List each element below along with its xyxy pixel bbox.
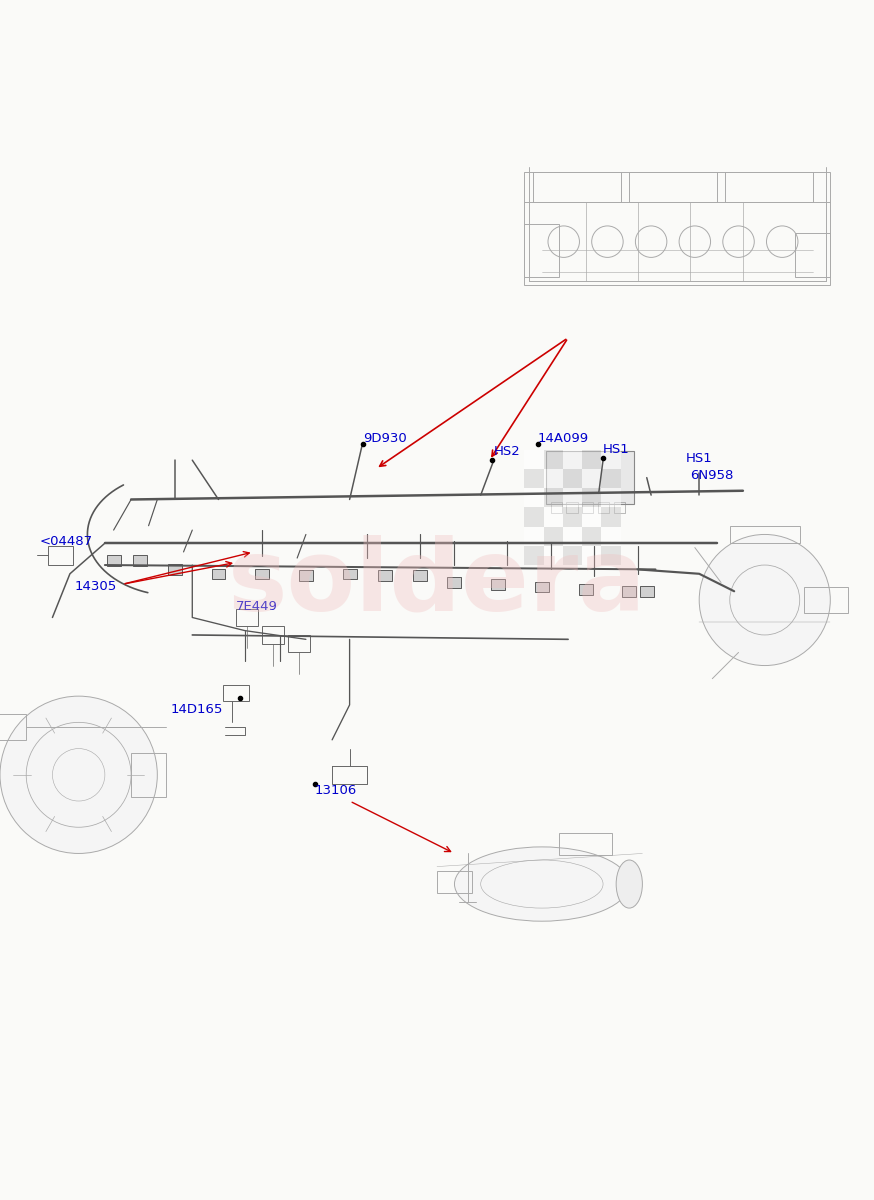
- Bar: [629, 172, 717, 203]
- Bar: [622, 586, 636, 596]
- Bar: [582, 488, 601, 508]
- Circle shape: [699, 534, 830, 666]
- Text: HS1: HS1: [686, 452, 713, 464]
- Bar: [437, 871, 472, 893]
- Bar: [544, 527, 563, 546]
- Bar: [546, 451, 634, 504]
- Text: 14D165: 14D165: [170, 703, 223, 715]
- Bar: [579, 584, 593, 595]
- Bar: [533, 172, 621, 203]
- Bar: [601, 508, 621, 527]
- Bar: [491, 580, 505, 589]
- Circle shape: [0, 696, 157, 853]
- Bar: [524, 546, 544, 565]
- Bar: [255, 569, 269, 580]
- Text: HS1: HS1: [603, 443, 630, 456]
- Bar: [563, 527, 582, 546]
- Bar: [559, 833, 612, 856]
- Bar: [524, 172, 830, 286]
- Bar: [524, 224, 559, 277]
- Text: 9D930: 9D930: [363, 432, 406, 445]
- Bar: [447, 577, 461, 588]
- Bar: [563, 469, 582, 488]
- Text: 14A099: 14A099: [538, 432, 588, 445]
- Bar: [288, 635, 310, 653]
- Text: 6N958: 6N958: [690, 469, 734, 482]
- Ellipse shape: [616, 860, 642, 908]
- Text: 14305: 14305: [74, 581, 116, 593]
- Bar: [544, 508, 563, 527]
- Bar: [601, 469, 621, 488]
- Bar: [0, 714, 26, 740]
- Bar: [524, 450, 544, 469]
- Bar: [212, 569, 225, 580]
- Bar: [614, 502, 625, 512]
- Bar: [48, 546, 73, 565]
- Bar: [107, 556, 121, 566]
- Bar: [566, 502, 578, 512]
- Bar: [131, 752, 166, 797]
- Bar: [524, 508, 544, 527]
- Bar: [262, 626, 284, 643]
- Ellipse shape: [454, 847, 629, 922]
- Bar: [601, 546, 621, 565]
- Bar: [544, 546, 563, 565]
- Bar: [378, 570, 392, 581]
- Bar: [223, 685, 249, 701]
- Bar: [563, 508, 582, 527]
- Bar: [524, 469, 544, 488]
- Bar: [601, 450, 621, 469]
- Bar: [601, 488, 621, 508]
- Bar: [582, 502, 593, 512]
- Bar: [563, 488, 582, 508]
- Bar: [563, 450, 582, 469]
- Bar: [299, 570, 313, 581]
- Bar: [730, 526, 800, 544]
- Text: soldera: soldera: [228, 534, 646, 631]
- Text: <04487: <04487: [39, 535, 93, 548]
- Bar: [795, 233, 830, 277]
- Bar: [544, 450, 563, 469]
- Bar: [725, 172, 813, 203]
- Bar: [544, 488, 563, 508]
- Bar: [236, 608, 258, 626]
- Bar: [582, 469, 601, 488]
- Bar: [804, 587, 848, 613]
- Bar: [582, 450, 601, 469]
- Text: HS2: HS2: [494, 445, 521, 458]
- Bar: [524, 488, 544, 508]
- Bar: [640, 586, 654, 596]
- Text: 13106: 13106: [315, 784, 357, 797]
- Bar: [551, 502, 562, 512]
- Bar: [582, 546, 601, 565]
- Bar: [544, 469, 563, 488]
- Bar: [601, 527, 621, 546]
- Bar: [343, 569, 357, 580]
- Bar: [582, 527, 601, 546]
- Bar: [535, 582, 549, 592]
- Bar: [582, 508, 601, 527]
- Bar: [413, 570, 427, 581]
- Text: 7E449: 7E449: [236, 600, 278, 613]
- Bar: [598, 502, 609, 512]
- Bar: [524, 527, 544, 546]
- Bar: [133, 556, 147, 566]
- Bar: [563, 546, 582, 565]
- Bar: [168, 564, 182, 575]
